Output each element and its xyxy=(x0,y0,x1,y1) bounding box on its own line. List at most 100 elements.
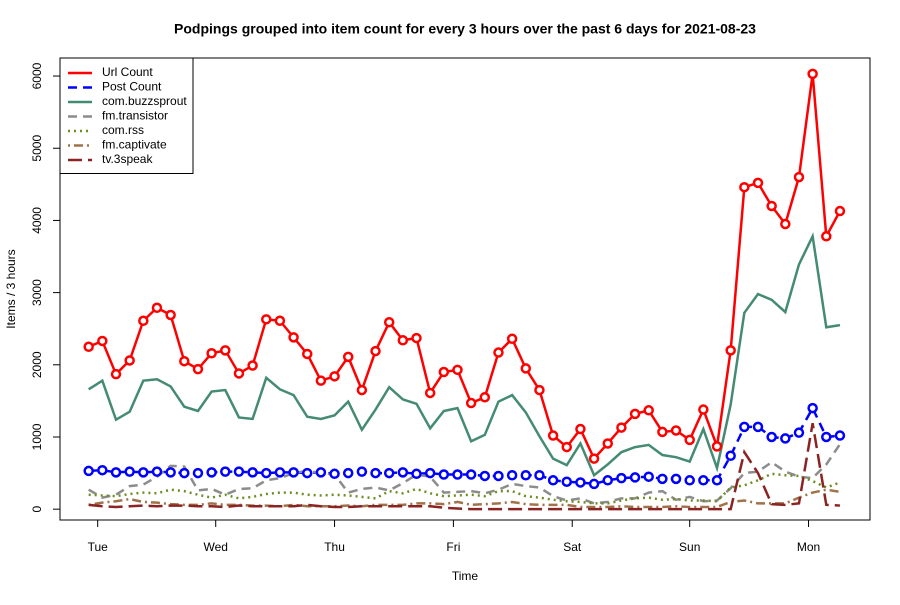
x-tick-label: Fri xyxy=(446,540,460,554)
point xyxy=(657,426,668,438)
point xyxy=(192,363,204,375)
series-line xyxy=(88,472,841,505)
point xyxy=(315,375,327,386)
point xyxy=(356,466,368,477)
y-tick-label: 2000 xyxy=(30,351,44,378)
point xyxy=(301,348,313,360)
legend-box xyxy=(59,57,194,174)
y-tick-label: 4000 xyxy=(30,207,44,234)
point xyxy=(151,466,163,477)
point xyxy=(97,335,108,347)
x-tick-label: Sun xyxy=(679,540,700,554)
point xyxy=(657,473,668,485)
point xyxy=(616,422,627,433)
point xyxy=(342,467,354,479)
point xyxy=(493,470,504,482)
point xyxy=(233,368,245,379)
point xyxy=(151,302,163,314)
point xyxy=(616,472,627,484)
legend-label: fm.transistor xyxy=(102,109,168,123)
point xyxy=(179,355,190,367)
point xyxy=(110,368,122,380)
point xyxy=(452,364,463,376)
point xyxy=(383,316,395,328)
point xyxy=(206,347,217,359)
point xyxy=(561,441,573,453)
point xyxy=(807,402,818,414)
point xyxy=(725,345,736,356)
point xyxy=(711,441,723,452)
point xyxy=(725,450,736,462)
point xyxy=(602,475,613,486)
point xyxy=(247,467,258,478)
point xyxy=(698,475,709,486)
x-tick-label: Sat xyxy=(563,540,582,554)
point xyxy=(588,453,600,464)
point xyxy=(97,464,108,476)
y-tick-label: 6000 xyxy=(30,62,44,89)
chart-title: Podpings grouped into item count for eve… xyxy=(174,21,756,37)
point xyxy=(83,341,94,352)
point xyxy=(411,332,422,344)
y-tick-label: 3000 xyxy=(30,279,44,306)
point xyxy=(411,468,422,480)
point xyxy=(766,200,777,212)
point xyxy=(288,467,299,478)
y-tick-label: 5000 xyxy=(30,135,44,162)
point xyxy=(534,469,545,481)
point xyxy=(561,476,573,487)
point xyxy=(138,315,149,327)
point xyxy=(165,467,176,478)
series-line xyxy=(88,423,841,511)
y-tick-label: 0 xyxy=(30,506,44,513)
x-tick-label: Tue xyxy=(88,540,109,554)
point xyxy=(342,351,354,363)
point xyxy=(465,397,477,409)
point xyxy=(356,384,368,396)
point xyxy=(629,472,641,483)
point xyxy=(520,363,532,374)
point xyxy=(329,371,340,382)
point xyxy=(124,355,135,366)
point xyxy=(301,467,313,479)
x-tick-label: Thu xyxy=(324,540,345,554)
point xyxy=(506,333,518,345)
point xyxy=(397,467,409,478)
point xyxy=(233,466,245,477)
legend-label: Post Count xyxy=(102,80,162,94)
point xyxy=(274,467,286,478)
point xyxy=(247,360,258,371)
point xyxy=(465,469,477,480)
point xyxy=(315,467,327,478)
point xyxy=(506,469,518,481)
point xyxy=(220,466,231,477)
series-line xyxy=(88,232,841,478)
point xyxy=(479,470,491,482)
point xyxy=(274,315,286,327)
point xyxy=(370,345,381,357)
point xyxy=(206,467,217,478)
point xyxy=(424,467,436,479)
point xyxy=(752,177,764,189)
point xyxy=(261,314,272,325)
legend-label: com.buzzsprout xyxy=(102,94,187,108)
point xyxy=(179,467,190,479)
point xyxy=(698,404,709,415)
point xyxy=(438,366,450,378)
point xyxy=(629,408,641,420)
point xyxy=(766,431,777,443)
point xyxy=(575,423,586,435)
point xyxy=(670,425,682,436)
point xyxy=(575,477,586,488)
point xyxy=(780,433,791,444)
point xyxy=(711,475,723,486)
point xyxy=(739,421,750,433)
point xyxy=(370,467,381,479)
point xyxy=(110,467,122,478)
point xyxy=(684,434,695,446)
point xyxy=(602,438,613,449)
point xyxy=(192,467,204,479)
point xyxy=(83,465,94,477)
point xyxy=(821,431,832,443)
